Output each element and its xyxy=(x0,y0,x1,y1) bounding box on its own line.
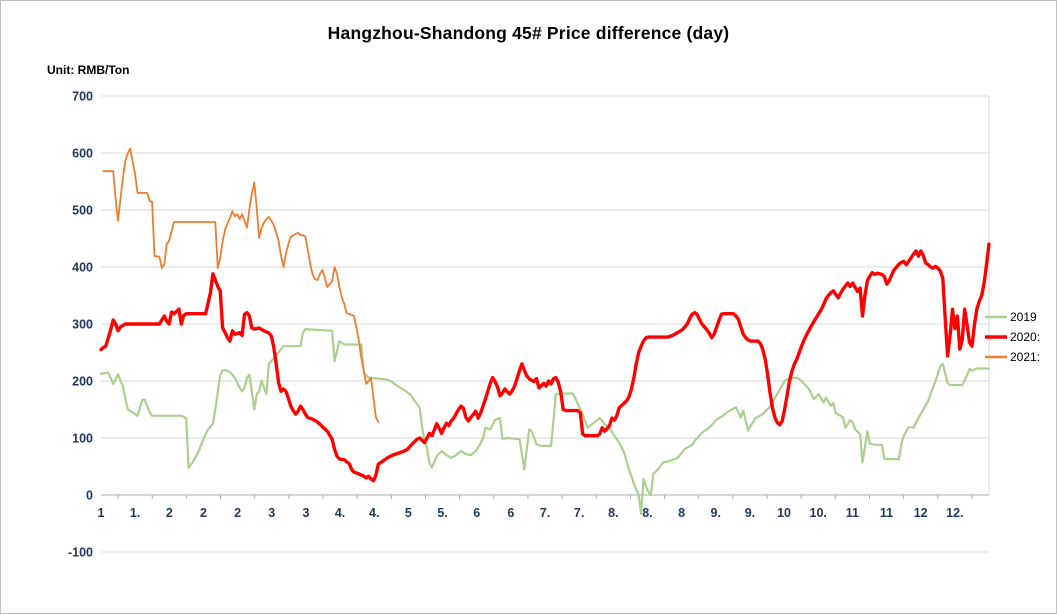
x-axis-label-19: 9. xyxy=(745,506,755,520)
x-axis-label-20: 10 xyxy=(777,506,791,520)
x-axis-label-9: 5 xyxy=(405,506,412,520)
x-axis-label-16: 8. xyxy=(642,506,652,520)
series-line-2021 xyxy=(102,147,380,423)
x-axis-label-2: 2 xyxy=(166,506,173,520)
series-line-2020 xyxy=(99,242,991,483)
x-axis-label-12: 6 xyxy=(507,506,514,520)
unit-label: Unit: RMB/Ton xyxy=(47,63,130,77)
x-axis-label-4: 2 xyxy=(234,506,241,520)
y-axis-label-600: 600 xyxy=(72,147,93,161)
x-axis-label-11: 6 xyxy=(473,506,480,520)
x-axis-label-21: 10. xyxy=(810,506,827,520)
x-axis-label-8: 4. xyxy=(369,506,379,520)
x-axis-label-25: 12. xyxy=(946,506,963,520)
x-axis-label-23: 11 xyxy=(880,506,893,520)
x-axis-label-0: 1 xyxy=(98,506,105,520)
x-axis-label-15: 8. xyxy=(608,506,618,520)
legend-label-2021: 2021: xyxy=(1010,350,1040,364)
x-axis-label-14: 7. xyxy=(574,506,584,520)
y-axis-label-400: 400 xyxy=(72,261,93,275)
chart-title: Hangzhou-Shandong 45# Price difference (… xyxy=(327,23,730,43)
x-axis-label-24: 12 xyxy=(914,506,928,520)
legend-label-2020: 2020: xyxy=(1010,330,1040,344)
x-axis-label-3: 2 xyxy=(200,506,207,520)
legend-label-2019: 2019 xyxy=(1010,310,1037,324)
x-axis-label-13: 7. xyxy=(540,506,550,520)
y-axis-label-0: 0 xyxy=(86,489,93,503)
x-axis-label-10: 5. xyxy=(437,506,447,520)
x-axis-label-7: 4. xyxy=(335,506,345,520)
y-axis-label-100: 100 xyxy=(72,432,93,446)
y-axis-label-300: 300 xyxy=(72,318,93,332)
x-axis-label-17: 8 xyxy=(678,506,685,520)
x-axis-label-6: 3 xyxy=(302,506,309,520)
x-axis-label-18: 9. xyxy=(711,506,721,520)
x-axis-label-5: 3 xyxy=(268,506,275,520)
x-axis-label-22: 11 xyxy=(846,506,859,520)
x-axis-label-1: 1. xyxy=(130,506,140,520)
y-axis-label-200: 200 xyxy=(72,375,93,389)
y-axis-label-700: 700 xyxy=(72,90,93,104)
y-axis-label--100: -100 xyxy=(68,546,93,560)
series-line-2019 xyxy=(99,328,991,515)
y-axis-label-500: 500 xyxy=(72,204,93,218)
